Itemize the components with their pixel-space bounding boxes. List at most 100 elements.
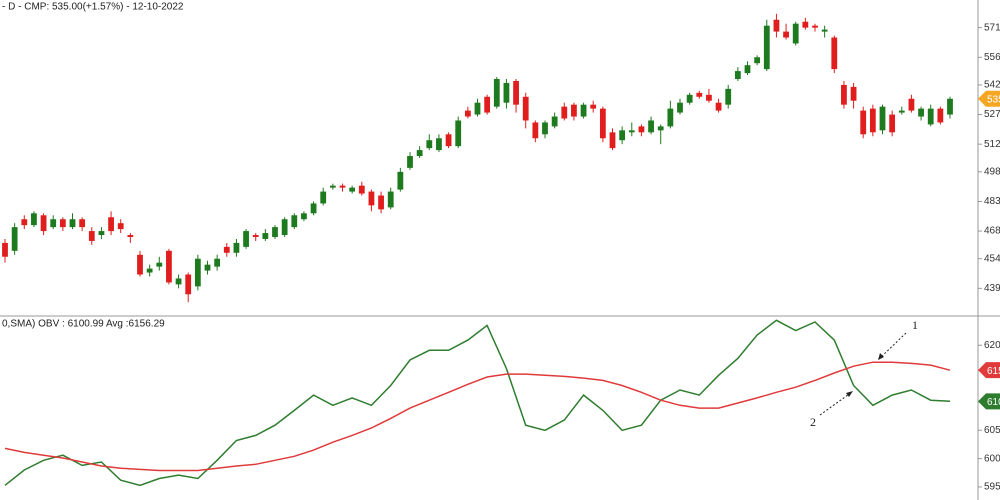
candle-body [706,94,712,101]
candle-body [860,110,867,135]
candle-body [869,108,876,133]
annotation-1: 1 [877,318,918,361]
candle-body [638,126,645,133]
candle-body [850,86,857,101]
candle-body [281,219,288,236]
indicator-line [4,319,951,487]
candle-body [137,254,143,275]
candle-body [252,235,259,237]
candle-body [744,65,751,74]
candle-body [185,274,192,295]
candle-body [474,102,481,115]
y-tick-label: 6050 [984,425,1000,436]
indicator-line [4,361,951,472]
y-tick-label: 527 [984,109,1000,120]
candle-body [117,223,124,230]
candle-body [108,217,114,232]
y-tick-label: 498 [984,166,1000,177]
candle-body [262,233,269,239]
candle-body [98,231,105,236]
candle-body [734,71,741,79]
candle-body [464,110,471,117]
candle-body [522,96,529,121]
candle-body [175,278,182,285]
y-tick-label: 454 [984,253,1000,264]
y-tick-label: 542 [984,80,1000,91]
candle-body [156,262,163,267]
candle-body [677,102,683,113]
candle-body [609,132,616,149]
candle-body [127,235,134,237]
candle-body [628,130,635,133]
annotation-label: 1 [912,318,918,332]
candle-body [146,268,153,273]
candle-body [831,37,838,70]
candle-body [763,25,770,70]
candle-body [667,108,674,127]
arrow-head [846,391,853,397]
candle-body [657,126,664,131]
y-tick-label: 468 [984,226,1000,237]
candle-body [291,215,298,228]
candle-body [214,258,221,267]
candle-body [50,219,57,228]
candle-body [879,106,886,131]
candle-body [503,82,510,103]
candle-body [69,219,76,228]
candle-body [648,120,654,133]
candle-body [194,258,201,287]
candle-body [619,130,626,141]
candle-body [320,191,327,204]
candle-body [783,31,789,38]
candle-body [349,187,356,192]
candle-body [21,219,28,226]
candle-body [889,114,896,133]
price-title: - D - CMP: 535.00(+1.57%) - 12-10-2022 [2,2,184,13]
badge-label: 6156.29 [987,366,1000,377]
annotation-arrow [877,332,907,361]
candle-body [166,250,172,283]
candle-body [484,96,491,113]
candle-body [407,156,413,168]
y-tick-label: 6000 [984,453,1000,464]
candle-body [40,215,47,232]
y-tick-label: 6200 [984,340,1000,351]
candle-body [696,92,703,97]
y-tick-label: 5950 [984,482,1000,493]
candle-body [686,94,693,103]
y-tick-label: 512 [984,139,1000,150]
candle-body [79,219,86,228]
candle-body [599,108,606,139]
candle-body [947,98,953,115]
candle-body [204,264,211,271]
candle-body [561,106,568,119]
candle-body [339,185,346,188]
candle-body [715,102,722,111]
candle-body [2,242,8,257]
annotation-label: 2 [810,415,816,429]
candle-body [841,84,847,105]
candle-body [397,171,404,190]
candle-body [513,80,519,105]
candle-body [580,104,587,117]
candle-body [773,19,780,32]
candle-body [416,150,423,157]
candle-body [493,79,500,107]
annotation-arrow [819,391,853,416]
candle-body [436,138,442,151]
candle-body [532,122,539,139]
candle-body [233,242,240,253]
candle-body [368,191,375,206]
candle-body [59,219,66,228]
candle-body [31,213,37,226]
y-tick-label: 439 [984,283,1000,294]
candle-body [821,29,828,32]
badge-label: 535.00 [987,94,1000,105]
candle-body [725,88,732,105]
candle-body [937,108,944,123]
arrow-head [878,353,884,360]
candle-body [812,25,818,28]
candle-body [358,185,365,194]
